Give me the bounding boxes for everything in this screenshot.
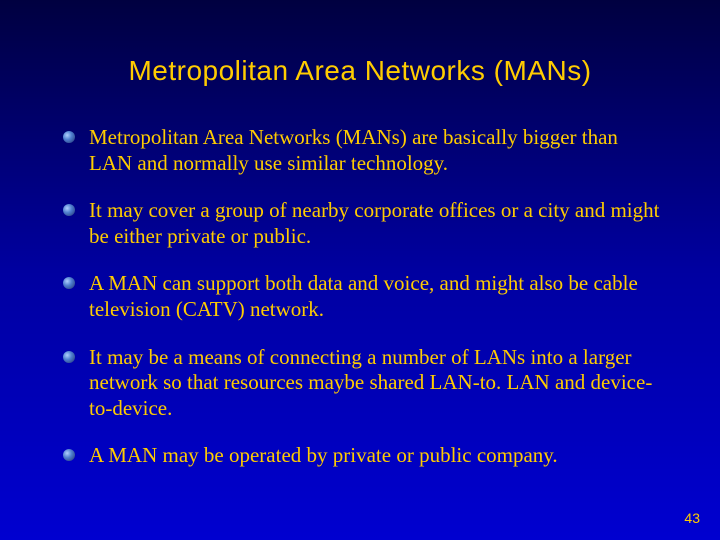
list-item: Metropolitan Area Networks (MANs) are ba… [63,125,665,176]
page-number: 43 [684,510,700,526]
list-item: It may be a means of connecting a number… [63,345,665,422]
bullet-icon [63,351,75,363]
bullet-text: Metropolitan Area Networks (MANs) are ba… [89,125,665,176]
bullet-text: A MAN may be operated by private or publ… [89,443,558,469]
slide: Metropolitan Area Networks (MANs) Metrop… [0,0,720,540]
list-item: A MAN may be operated by private or publ… [63,443,665,469]
bullet-icon [63,204,75,216]
bullet-text: It may be a means of connecting a number… [89,345,665,422]
list-item: It may cover a group of nearby corporate… [63,198,665,249]
bullet-icon [63,131,75,143]
bullet-text: A MAN can support both data and voice, a… [89,271,665,322]
bullet-text: It may cover a group of nearby corporate… [89,198,665,249]
bullet-icon [63,277,75,289]
list-item: A MAN can support both data and voice, a… [63,271,665,322]
slide-title: Metropolitan Area Networks (MANs) [55,55,665,87]
bullet-icon [63,449,75,461]
bullet-list: Metropolitan Area Networks (MANs) are ba… [55,125,665,469]
